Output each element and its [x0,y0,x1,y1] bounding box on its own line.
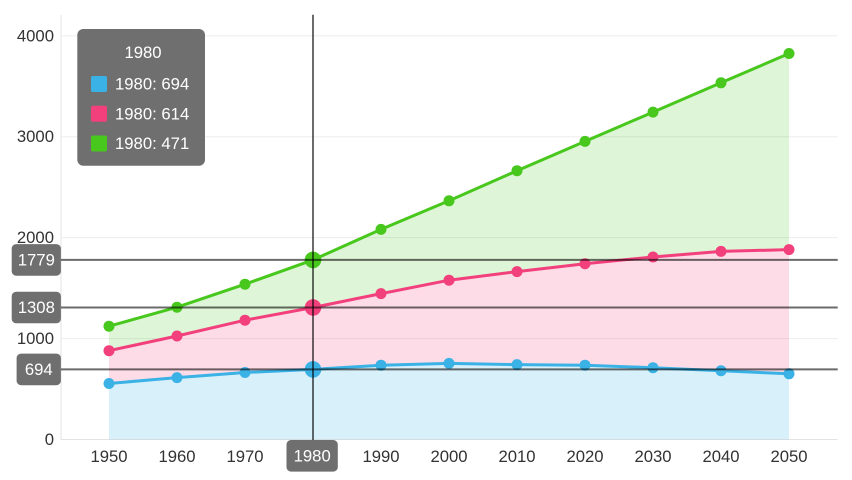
svg-text:1980: 471: 1980: 471 [115,134,189,153]
svg-text:2030: 2030 [634,447,671,466]
svg-text:1960: 1960 [158,447,195,466]
svg-text:1950: 1950 [90,447,127,466]
svg-text:1308: 1308 [18,298,55,317]
svg-text:1990: 1990 [362,447,399,466]
svg-text:1000: 1000 [17,329,54,348]
svg-text:1980: 1980 [294,447,331,466]
svg-text:1980: 1980 [124,43,161,62]
svg-text:1980: 694: 1980: 694 [115,75,189,94]
svg-text:2040: 2040 [702,447,739,466]
svg-text:3000: 3000 [17,127,54,146]
svg-text:1779: 1779 [18,250,55,269]
svg-text:0: 0 [45,430,54,449]
svg-text:2050: 2050 [770,447,807,466]
svg-text:4000: 4000 [17,26,54,45]
svg-text:2000: 2000 [430,447,467,466]
svg-text:694: 694 [25,360,53,379]
svg-text:1970: 1970 [226,447,263,466]
svg-text:1980: 614: 1980: 614 [115,104,189,123]
svg-text:2020: 2020 [566,447,603,466]
svg-text:2010: 2010 [498,447,535,466]
svg-text:2000: 2000 [17,228,54,247]
